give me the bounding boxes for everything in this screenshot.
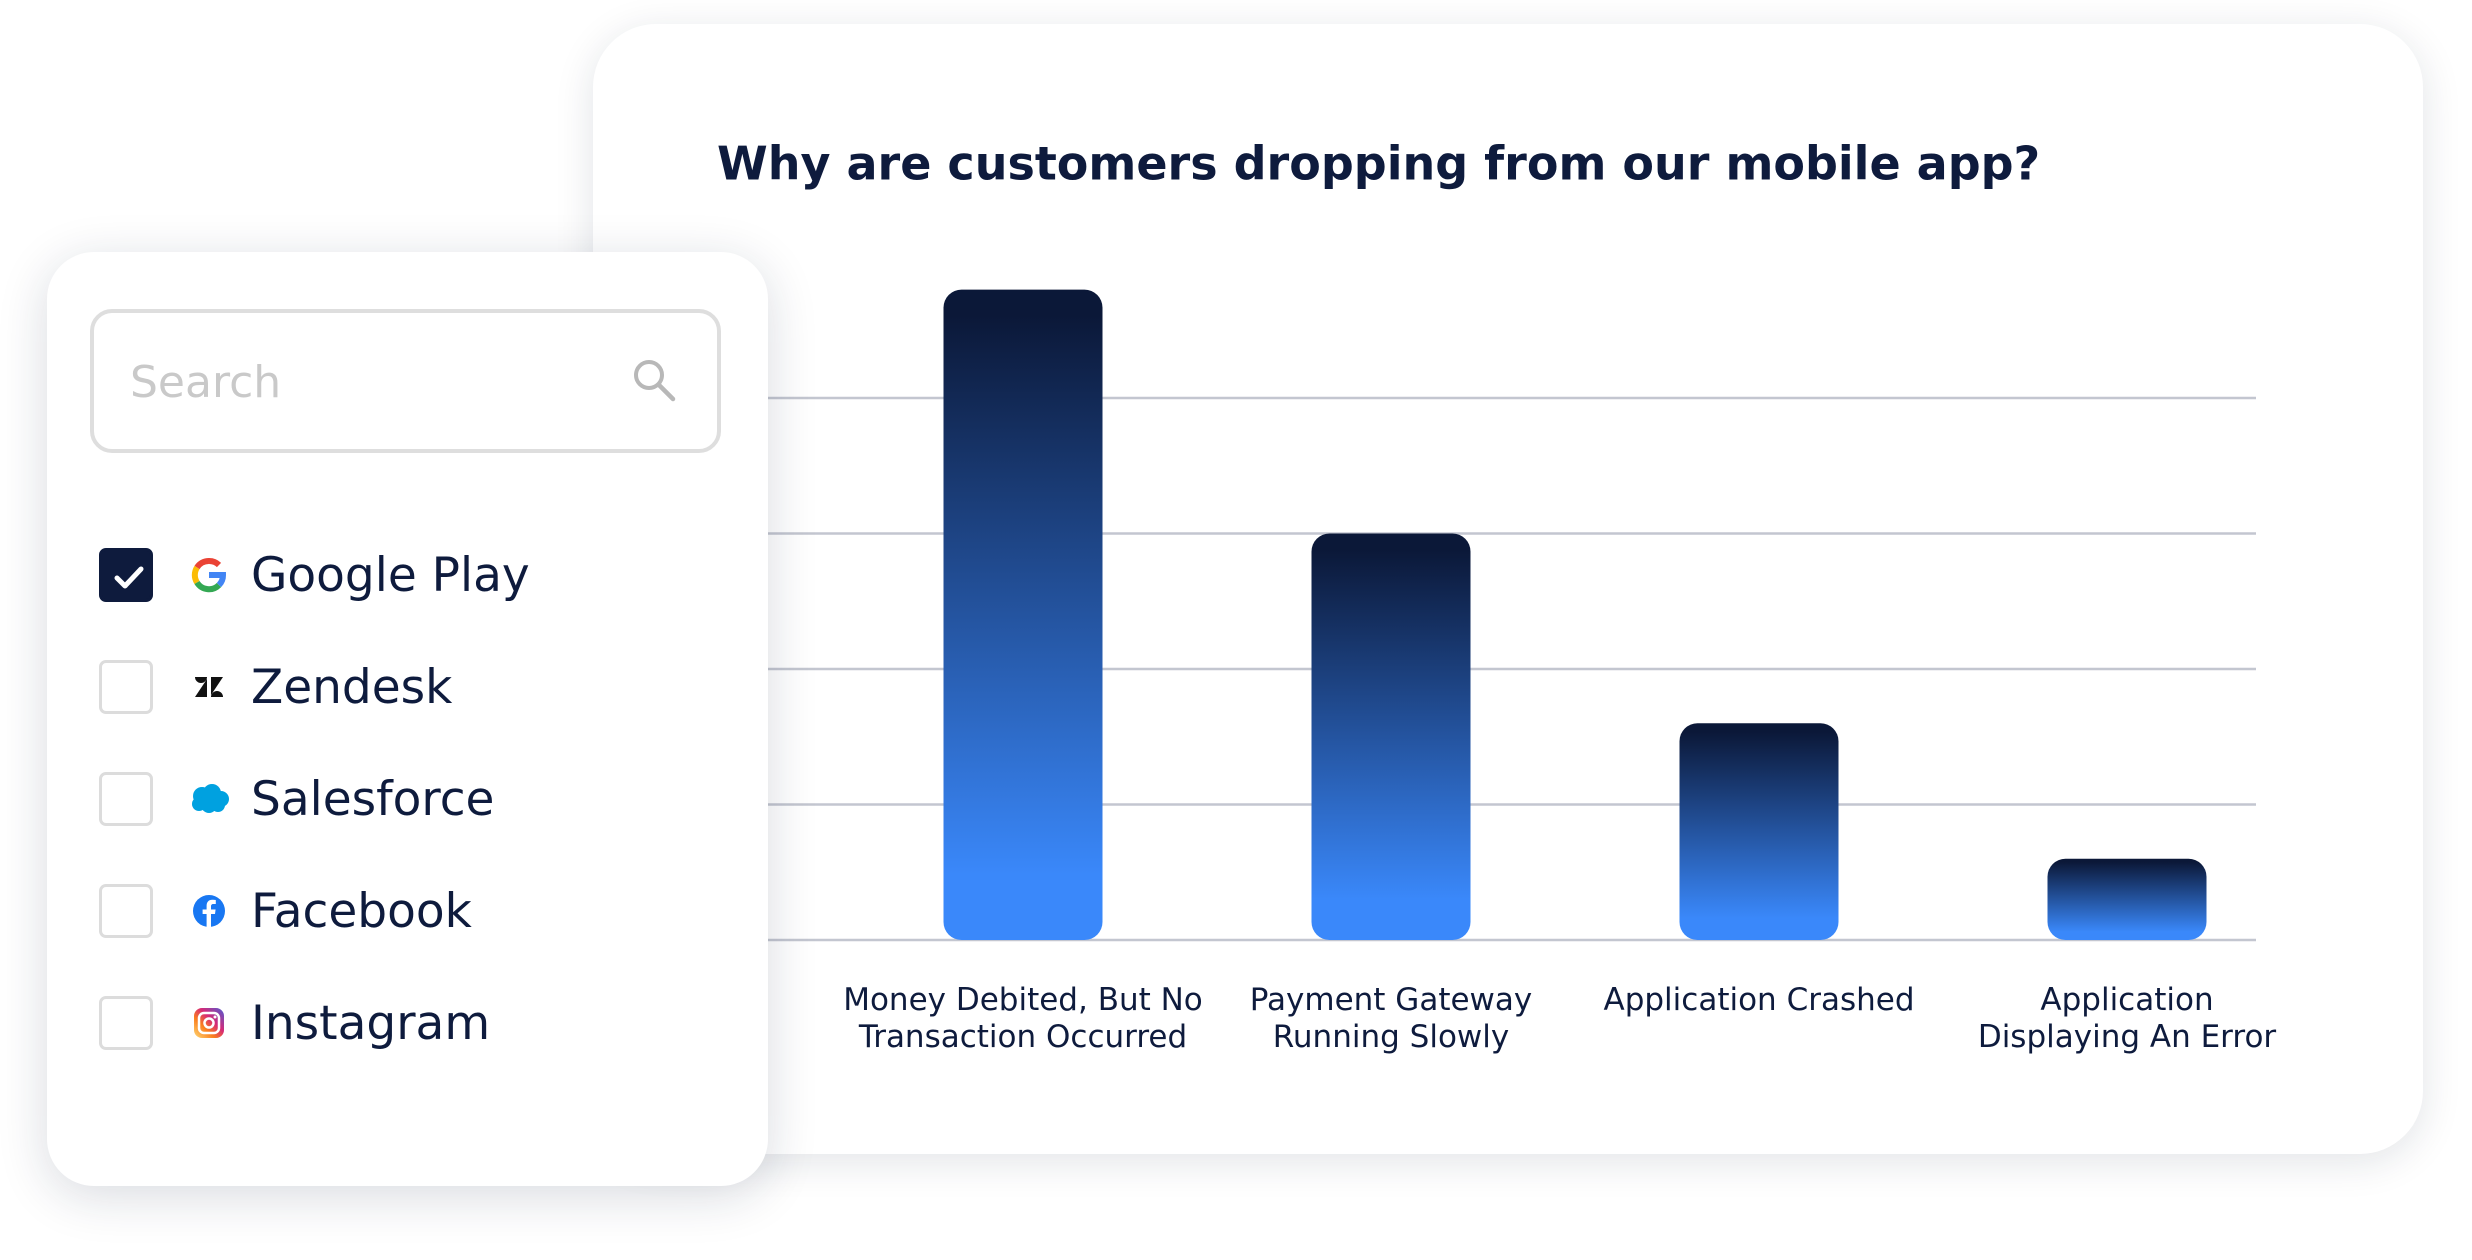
search-placeholder: Search [130,357,282,408]
search-icon[interactable] [631,357,677,403]
google-play-icon [191,558,226,593]
zendesk-icon [195,677,223,697]
filter-item[interactable]: Zendesk [99,657,452,717]
facebook-icon [193,895,225,927]
filter-label: Instagram [251,995,491,1051]
filter-item[interactable]: Facebook [99,881,472,941]
checkbox[interactable] [99,884,153,938]
x-tick-label: Payment Gateway Running Slowly [1249,982,1533,1055]
filter-label: Facebook [251,883,472,939]
filter-label: Zendesk [251,659,453,715]
search-box[interactable]: Search [90,309,721,453]
bar [1679,723,1839,940]
x-tick-label: Money Debited, But No Transaction Occurr… [843,982,1203,1055]
bar [1311,533,1471,940]
checkbox[interactable] [99,772,153,826]
filter-panel: Search Google Play Zendesk Salesforce [47,252,768,1186]
salesforce-icon [192,784,229,813]
bar [2047,858,2207,940]
filter-item[interactable]: Instagram [99,993,490,1053]
filter-label: Salesforce [251,771,495,827]
chart-card [593,24,2423,1154]
instagram-icon [194,1008,224,1038]
checkbox[interactable] [99,660,153,714]
filter-item[interactable]: Google Play [99,545,530,605]
bar [943,289,1103,941]
checkbox[interactable] [99,996,153,1050]
chart-title: Why are customers dropping from our mobi… [717,137,2040,191]
x-tick-label: Application Crashed [1603,982,1915,1018]
filter-label: Google Play [251,547,530,603]
x-tick-label: Application Displaying An Error [1977,982,2277,1055]
filter-item[interactable]: Salesforce [99,769,494,829]
checkbox[interactable] [99,548,153,602]
